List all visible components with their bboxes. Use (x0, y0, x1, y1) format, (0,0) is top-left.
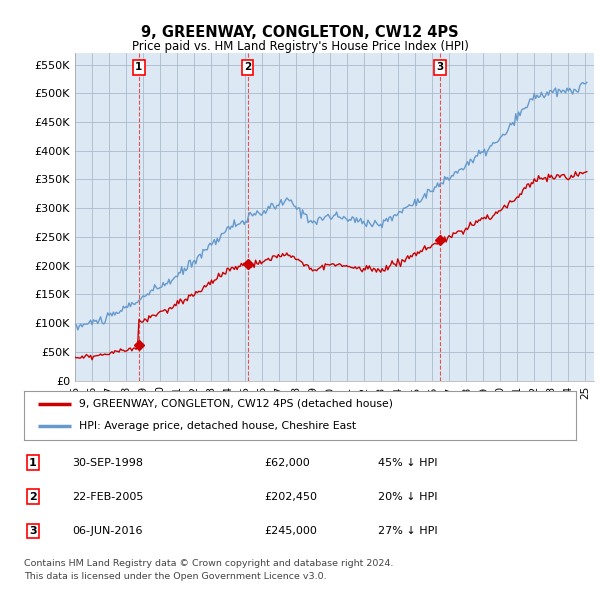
Text: This data is licensed under the Open Government Licence v3.0.: This data is licensed under the Open Gov… (24, 572, 326, 581)
Text: 22-FEB-2005: 22-FEB-2005 (72, 492, 143, 502)
Text: £202,450: £202,450 (264, 492, 317, 502)
Text: 1: 1 (135, 63, 142, 73)
Text: 30-SEP-1998: 30-SEP-1998 (72, 458, 143, 467)
Text: 2: 2 (244, 63, 251, 73)
Text: 2: 2 (29, 492, 37, 502)
Text: 9, GREENWAY, CONGLETON, CW12 4PS: 9, GREENWAY, CONGLETON, CW12 4PS (141, 25, 459, 40)
Text: £62,000: £62,000 (264, 458, 310, 467)
Text: £245,000: £245,000 (264, 526, 317, 536)
Text: 20% ↓ HPI: 20% ↓ HPI (378, 492, 437, 502)
Text: Contains HM Land Registry data © Crown copyright and database right 2024.: Contains HM Land Registry data © Crown c… (24, 559, 394, 568)
Text: 06-JUN-2016: 06-JUN-2016 (72, 526, 143, 536)
Text: 45% ↓ HPI: 45% ↓ HPI (378, 458, 437, 467)
Text: 3: 3 (29, 526, 37, 536)
Text: HPI: Average price, detached house, Cheshire East: HPI: Average price, detached house, Ches… (79, 421, 356, 431)
Text: 27% ↓ HPI: 27% ↓ HPI (378, 526, 437, 536)
Text: 1: 1 (29, 458, 37, 467)
Text: 3: 3 (436, 63, 443, 73)
Text: Price paid vs. HM Land Registry's House Price Index (HPI): Price paid vs. HM Land Registry's House … (131, 40, 469, 53)
Text: 9, GREENWAY, CONGLETON, CW12 4PS (detached house): 9, GREENWAY, CONGLETON, CW12 4PS (detach… (79, 399, 393, 409)
